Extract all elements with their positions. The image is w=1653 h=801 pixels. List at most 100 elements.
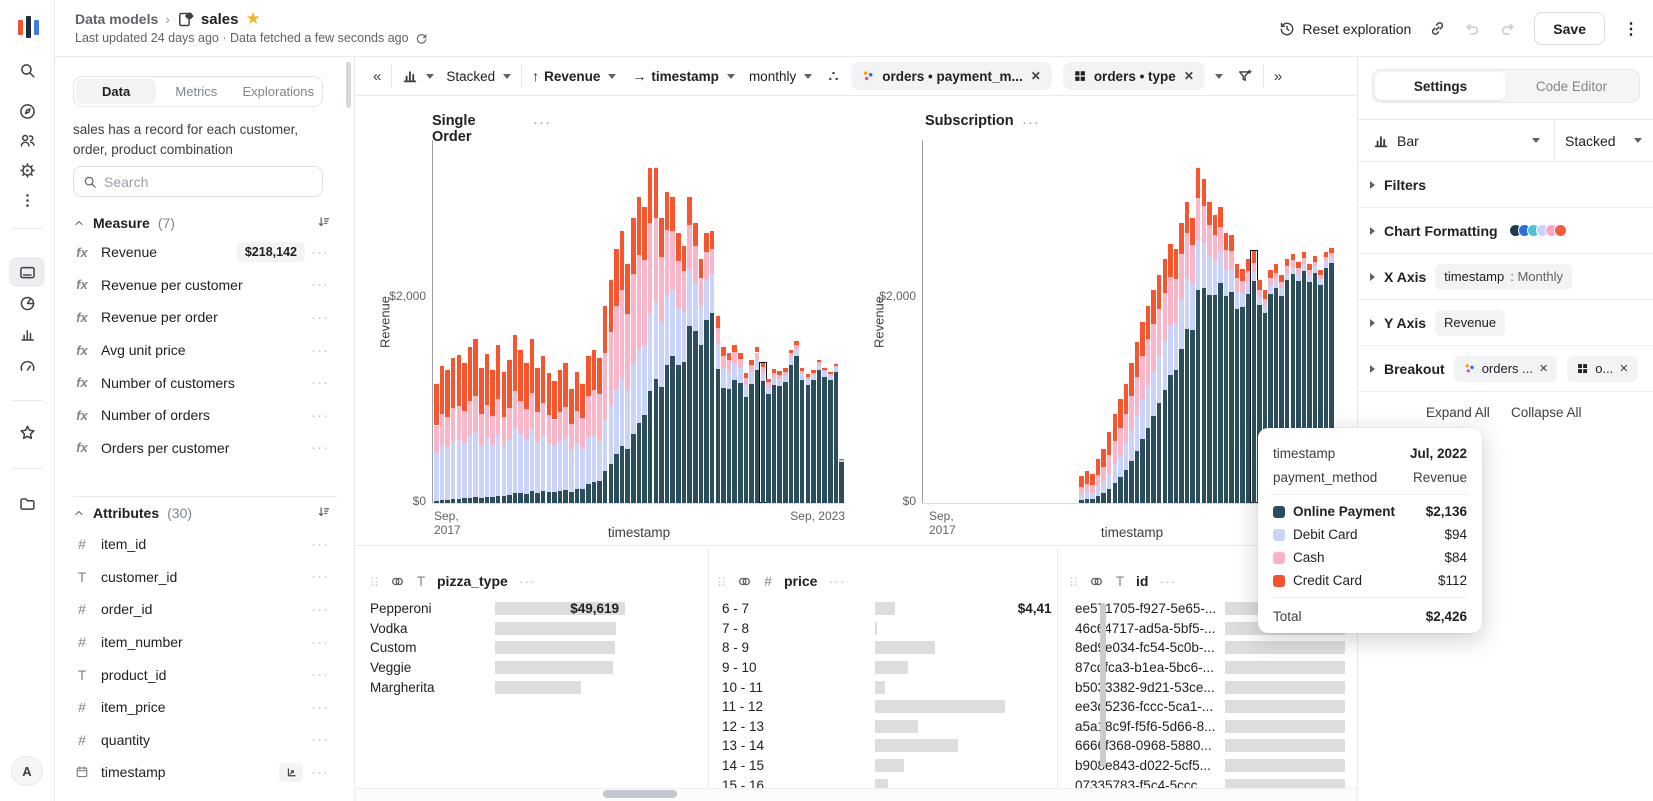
attribute-item[interactable]: # item_id ··· — [73, 528, 337, 561]
stacked-bar[interactable] — [518, 349, 523, 503]
item-menu-icon[interactable]: ··· — [311, 666, 329, 684]
item-menu-icon[interactable]: ··· — [311, 374, 329, 392]
rail-item-reports[interactable] — [9, 319, 45, 349]
section-breakout[interactable]: Breakout orders ... ✕ o... ✕ — [1358, 346, 1653, 392]
stacked-bar[interactable] — [642, 207, 647, 503]
tab-explorations[interactable]: Explorations — [242, 84, 315, 99]
summary-row[interactable]: b908e843-d022-5cf5... — [1075, 756, 1357, 776]
tab-data[interactable]: Data — [76, 79, 157, 104]
stacked-bar[interactable] — [546, 373, 552, 503]
stacked-bar[interactable] — [805, 374, 811, 503]
price-panel-scrollbar-thumb[interactable] — [1100, 603, 1106, 767]
app-logo[interactable] — [16, 14, 42, 40]
stacked-bar[interactable] — [524, 363, 529, 503]
item-menu-icon[interactable]: ··· — [311, 698, 329, 716]
search-input[interactable] — [104, 173, 313, 190]
tab-metrics[interactable]: Metrics — [175, 84, 218, 99]
x-field-select[interactable]: → timestamp — [632, 68, 735, 84]
summary-row[interactable]: 9 - 10 — [722, 658, 1052, 678]
summary-row[interactable]: 15 - 16 — [722, 775, 1052, 788]
stacked-bar[interactable] — [467, 347, 473, 503]
stacked-bar[interactable] — [799, 368, 805, 503]
tab-code-editor[interactable]: Code Editor — [1535, 78, 1608, 94]
stacked-bar[interactable] — [445, 370, 450, 503]
rail-item-data-model[interactable] — [9, 257, 45, 287]
attribute-item[interactable]: # quantity ··· — [73, 724, 337, 757]
stacked-bar[interactable] — [1284, 259, 1290, 503]
measure-item[interactable]: fx Revenue per customer ··· — [73, 269, 337, 302]
stacked-bar[interactable] — [1123, 383, 1129, 503]
summary-row[interactable]: ee3d5236-fccc-5ca1-... — [1075, 697, 1357, 717]
summary-row[interactable]: 6 - 7$4,410 — [722, 599, 1052, 619]
model-name[interactable]: sales — [200, 10, 239, 28]
stacked-bar[interactable] — [1090, 473, 1095, 503]
stacked-bar[interactable] — [1246, 259, 1251, 503]
search-box[interactable] — [73, 166, 323, 197]
rail-item-favorites[interactable] — [9, 417, 45, 447]
stacked-bar[interactable] — [1262, 290, 1268, 503]
section-filters[interactable]: Filters — [1358, 162, 1653, 208]
undo-icon[interactable] — [1464, 20, 1481, 37]
stacked-bar[interactable] — [659, 217, 664, 503]
item-menu-icon[interactable]: ··· — [311, 568, 329, 586]
stacked-bar[interactable] — [1140, 321, 1145, 503]
rail-item-automations[interactable] — [9, 155, 45, 185]
summary-row[interactable]: 10 - 11 — [722, 677, 1052, 697]
measure-item[interactable]: fx Orders per customer ··· — [73, 432, 337, 465]
drag-handle-icon[interactable] — [715, 575, 728, 588]
stacked-bar[interactable] — [450, 357, 456, 503]
stacked-bar[interactable] — [1112, 413, 1117, 503]
stacked-bar[interactable] — [636, 197, 642, 503]
stacked-bar[interactable] — [1212, 214, 1218, 503]
attributes-section-header[interactable]: Attributes (30) — [73, 503, 337, 523]
stacked-bar[interactable] — [760, 363, 766, 503]
measure-section-header[interactable]: Measure (7) — [73, 213, 337, 233]
stacked-bar[interactable] — [1173, 248, 1179, 503]
summary-row[interactable]: 12 - 13 — [722, 717, 1052, 737]
stacked-bar[interactable] — [777, 371, 782, 503]
stacked-bar[interactable] — [631, 217, 636, 503]
stacked-bar[interactable] — [1223, 233, 1229, 503]
stacked-bar[interactable] — [783, 368, 788, 503]
stacked-bar[interactable] — [1184, 202, 1190, 503]
rail-item-members[interactable] — [9, 125, 45, 155]
summary-row[interactable]: 11 - 12 — [722, 697, 1052, 717]
expand-all-button[interactable]: Expand All — [1426, 405, 1490, 420]
summary-row[interactable]: 8 - 9 — [722, 638, 1052, 658]
stacked-bar[interactable] — [788, 349, 794, 503]
chart-menu-icon[interactable]: ··· — [1022, 114, 1040, 131]
stacked-bar[interactable] — [1240, 268, 1245, 503]
stacked-bar[interactable] — [709, 231, 715, 503]
stacked-bar[interactable] — [1095, 459, 1101, 503]
stacked-bar[interactable] — [439, 366, 445, 503]
breakout-chip[interactable]: orders ... ✕ — [1453, 355, 1558, 382]
avatar[interactable]: A — [11, 756, 43, 786]
stacked-bar[interactable] — [479, 368, 484, 503]
item-menu-icon[interactable]: ··· — [311, 308, 329, 326]
summary-row[interactable]: Veggie — [370, 658, 700, 678]
section-y-axis[interactable]: Y Axis Revenue — [1358, 300, 1653, 346]
refresh-icon[interactable] — [415, 32, 428, 45]
stacked-bar[interactable] — [1151, 290, 1156, 503]
measure-item[interactable]: fx Number of customers ··· — [73, 366, 337, 399]
stacked-bar[interactable] — [1101, 449, 1106, 503]
panel-menu-icon[interactable]: ··· — [518, 573, 536, 589]
summary-row[interactable]: Margherita — [370, 677, 700, 697]
stacked-bar[interactable] — [726, 352, 732, 503]
tab-settings[interactable]: Settings — [1375, 72, 1506, 100]
stacked-bar[interactable] — [1251, 251, 1257, 503]
stacked-bar[interactable] — [1323, 252, 1329, 503]
y-field-select[interactable]: ↑ Revenue — [532, 68, 617, 84]
panel-scrollbar-thumb[interactable] — [346, 62, 351, 108]
stacked-bar[interactable] — [1084, 470, 1090, 503]
stacked-bar[interactable] — [754, 347, 760, 503]
share-link-icon[interactable] — [1429, 20, 1446, 37]
sort-icon[interactable] — [317, 215, 331, 229]
panel-menu-icon[interactable]: ··· — [828, 573, 846, 589]
drag-handle-icon[interactable] — [368, 575, 381, 588]
section-x-axis[interactable]: X Axis timestamp : Monthly — [1358, 254, 1653, 300]
breakout-icon[interactable] — [826, 69, 841, 84]
summary-row[interactable]: 8ed9e034-fc54-5c0b-... — [1075, 638, 1357, 658]
stacked-bar[interactable] — [1296, 262, 1301, 503]
